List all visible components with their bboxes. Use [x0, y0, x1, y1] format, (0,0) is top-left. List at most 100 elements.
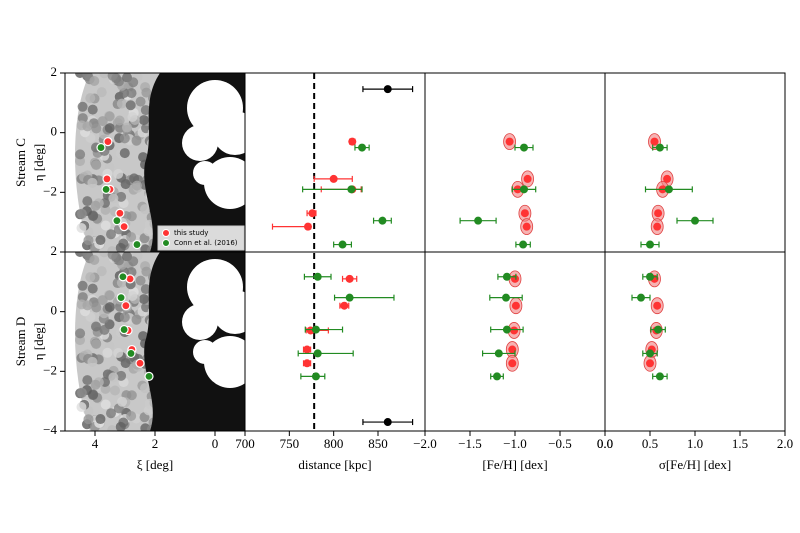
data-point [519, 240, 528, 249]
map-speckle [138, 115, 149, 126]
map-speckle [90, 321, 101, 332]
map-speckle [121, 122, 132, 133]
data-point [654, 209, 663, 218]
map-speckle [107, 425, 118, 431]
map-speckle [126, 88, 137, 99]
data-point [520, 143, 528, 152]
legend-box [157, 225, 245, 251]
map-speckle [109, 385, 120, 396]
map-speckle [117, 396, 128, 407]
map-speckle [141, 87, 152, 98]
map-speckle [87, 177, 98, 188]
data-point [664, 185, 673, 194]
map-speckle [128, 77, 139, 88]
x-tick-label: 0.5 [642, 436, 658, 451]
map-speckle [82, 73, 93, 80]
data-point [345, 293, 354, 302]
legend: this study Conn et al. (2016) [157, 225, 245, 251]
data-point [520, 185, 528, 194]
map-speckle [82, 121, 93, 132]
map-point [119, 222, 129, 232]
y-tick-label: 2 [51, 243, 58, 258]
map-hole [182, 125, 218, 161]
map-point [132, 239, 142, 250]
map-speckle [138, 294, 149, 305]
x-tick-label: −0.5 [548, 436, 572, 451]
map-speckle [90, 200, 101, 211]
x-tick-label: −2.0 [413, 436, 437, 451]
error-bar [304, 326, 344, 333]
map-speckle [87, 356, 98, 367]
data-point [358, 143, 367, 152]
data-point [508, 345, 517, 354]
map-speckle [96, 87, 107, 98]
data-point [303, 345, 312, 354]
x-tick-label: −1.5 [458, 436, 482, 451]
map-speckle [97, 295, 108, 306]
data-point [511, 301, 520, 310]
map-speckle [77, 101, 88, 112]
x-tick-label: 0.0 [597, 436, 613, 451]
map-speckle [116, 370, 127, 381]
map-hole [193, 340, 217, 364]
data-point [691, 216, 699, 225]
map-speckle [125, 100, 136, 111]
y-tick-label: −2 [43, 362, 57, 377]
map-speckle [89, 76, 100, 87]
map-speckle [140, 284, 151, 295]
map-speckle [135, 96, 146, 107]
x-tick-label: 850 [368, 436, 388, 451]
x-tick-label: 0 [212, 436, 219, 451]
map-speckle [99, 252, 110, 258]
data-point [502, 293, 510, 302]
map-speckle [77, 280, 88, 291]
map-point [116, 293, 126, 303]
map-speckle [76, 223, 87, 234]
map-speckle [105, 408, 116, 419]
map-speckle [91, 302, 102, 313]
map-speckle [104, 123, 115, 134]
y-axis-label: η [deg] [31, 323, 46, 360]
data-point [348, 137, 357, 146]
map-speckle [119, 133, 130, 144]
data-point [511, 274, 519, 283]
data-point [502, 272, 511, 281]
x-tick-label: 700 [235, 436, 255, 451]
map-speckle [100, 399, 111, 410]
x-axis-label: σ[Fe/H] [dex] [659, 457, 731, 472]
data-point [311, 325, 320, 334]
map-speckle [91, 339, 102, 350]
legend-label: Conn et al. (2016) [174, 239, 238, 247]
map-background [75, 73, 245, 431]
map-speckle [107, 252, 118, 260]
legend-marker [162, 239, 170, 247]
map-speckle [104, 111, 115, 122]
map-speckle [104, 290, 115, 301]
map-speckle [87, 283, 98, 294]
map-speckle [113, 348, 124, 359]
data-point [520, 209, 529, 218]
data-point [383, 85, 392, 94]
data-point [646, 272, 654, 281]
y-tick-label: 0 [51, 124, 58, 139]
map-speckle [90, 379, 101, 390]
map-speckle [108, 193, 119, 204]
map-speckle [126, 410, 137, 421]
map-speckle [116, 98, 127, 109]
data-point [313, 349, 322, 358]
map-speckle [126, 231, 137, 242]
x-tick-label: 2 [152, 436, 159, 451]
map-speckle [99, 324, 110, 335]
map-speckle [107, 246, 118, 252]
data-point [493, 372, 501, 381]
map-speckle [139, 383, 150, 394]
map-speckle [139, 204, 150, 215]
map-hole [193, 161, 217, 185]
map-point [101, 184, 111, 194]
map-speckle [87, 104, 98, 115]
y-tick-label: 0 [51, 303, 58, 318]
map-point [103, 137, 113, 147]
map-point [126, 348, 136, 359]
map-speckle [140, 105, 151, 116]
